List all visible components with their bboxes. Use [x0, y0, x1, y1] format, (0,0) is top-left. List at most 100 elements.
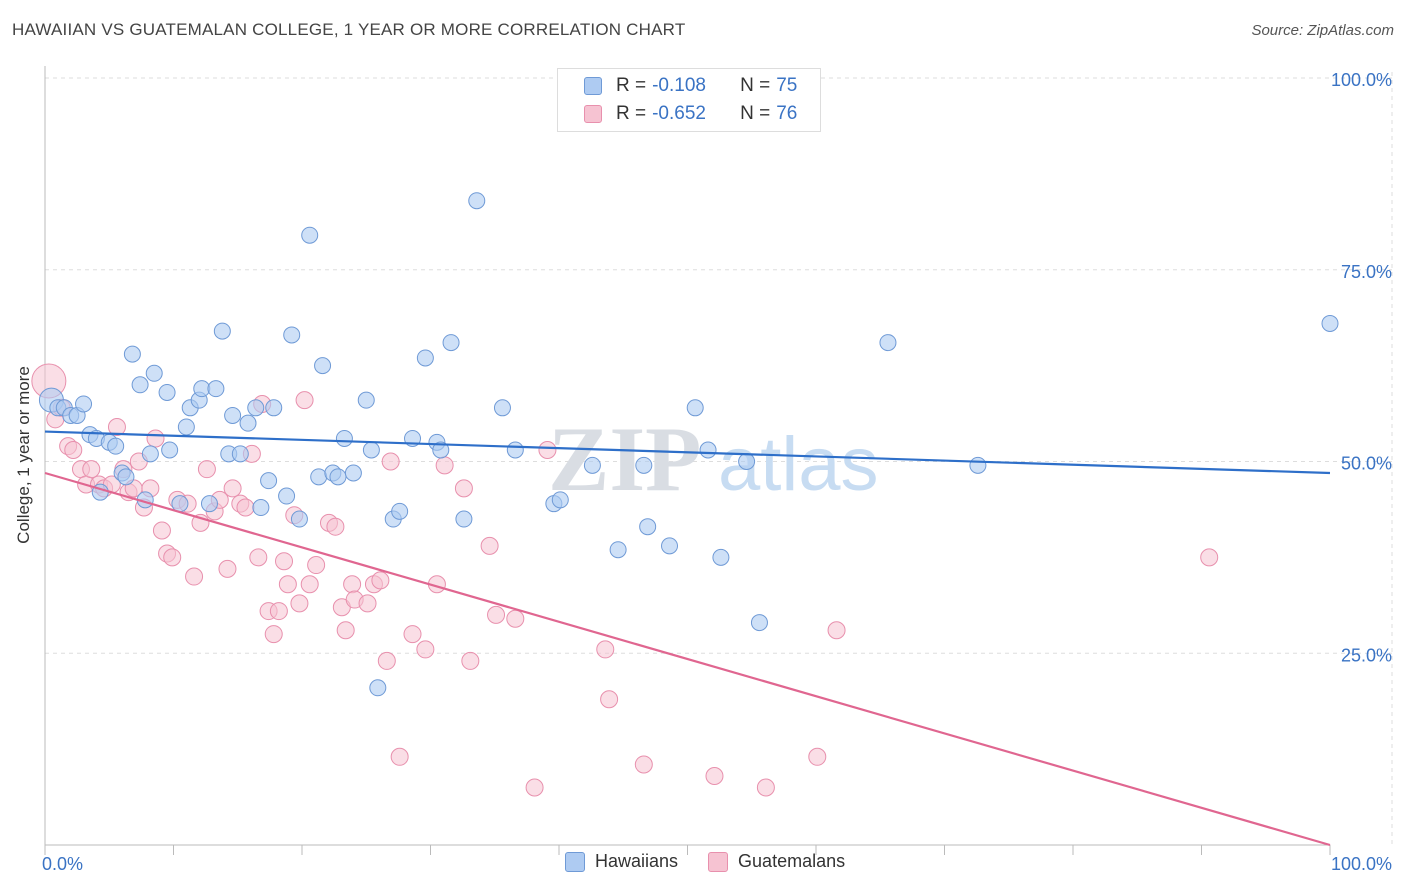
guatemalans-point — [326, 517, 345, 536]
chart-title: HAWAIIAN VS GUATEMALAN COLLEGE, 1 YEAR O… — [12, 20, 686, 39]
hawaiians-point — [141, 445, 159, 463]
hawaiians-point — [712, 548, 730, 566]
guatemalans-point — [461, 651, 480, 670]
legend-swatch-pink — [584, 105, 602, 123]
hawaiians-point — [416, 349, 434, 367]
x-tick-label-max: 100.0% — [1331, 854, 1392, 874]
series-legend: Hawaiians Guatemalans — [565, 851, 875, 872]
hawaiians-point — [265, 399, 283, 417]
hawaiians-point — [329, 468, 347, 486]
hawaiians-point — [310, 468, 328, 486]
hawaiians-point — [260, 472, 278, 490]
hawaiians-point — [177, 418, 195, 436]
guatemalans-point — [454, 479, 473, 498]
guatemalans-point — [275, 552, 294, 571]
guatemalans-point — [278, 575, 297, 594]
guatemalans-point — [487, 605, 506, 624]
hawaiians-point — [661, 537, 679, 555]
watermark-zip: ZIP — [548, 408, 701, 510]
legend-n-label: N = — [740, 103, 771, 124]
hawaiians-point — [455, 510, 473, 528]
hawaiians-point — [506, 441, 524, 459]
hawaiians-point — [247, 399, 265, 417]
guatemalans-point — [146, 429, 165, 448]
guatemalans-point — [371, 571, 390, 590]
guatemalans-point — [307, 556, 326, 575]
series-label-hawaiians: Hawaiians — [595, 851, 679, 871]
guatemalans-point — [343, 575, 362, 594]
hawaiians-point — [583, 456, 601, 474]
series-swatch-pink — [708, 851, 729, 872]
legend-row-guatemalans: R = -0.652 N = 76 — [584, 103, 797, 125]
hawaiians-point — [314, 357, 332, 375]
hawaiians-point — [193, 380, 211, 398]
series-swatch-blue — [565, 851, 585, 872]
hawaiians-point — [493, 399, 511, 417]
hawaiians-point — [75, 395, 93, 413]
guatemalans-point — [435, 456, 454, 475]
hawaiians-point — [123, 345, 141, 363]
hawaiians-point — [290, 510, 308, 528]
hawaiians-point — [107, 437, 125, 455]
hawaiians-point — [231, 445, 249, 463]
hawaiians-point — [239, 414, 257, 432]
hawaiians-point — [224, 406, 242, 424]
guatemalans-point — [538, 440, 557, 459]
legend-r-label: R = — [616, 103, 647, 124]
guatemalans-point — [381, 452, 400, 471]
guatemalans-point — [185, 567, 204, 586]
tick-labels: 25.0% 50.0% 75.0% 100.0% 0.0% 100.0% — [42, 70, 1392, 874]
guatemalans-point — [525, 778, 544, 797]
guatemalans-point — [295, 391, 314, 410]
y-tick-label: 75.0% — [1341, 262, 1392, 282]
guatemalans-point — [596, 640, 615, 659]
trend-lines — [44, 430, 1331, 847]
hawaiians-point — [969, 456, 987, 474]
legend-r-value: -0.108 — [652, 75, 706, 96]
guatemalans-trend-line — [44, 471, 1331, 847]
series-label-guatemalans: Guatemalans — [738, 851, 846, 871]
guatemalans-point — [1200, 548, 1219, 567]
hawaiians-point — [213, 322, 231, 340]
correlation-legend: R = -0.108 N = 75 R = -0.652 N = 76 — [557, 68, 821, 132]
series-legend-hawaiians: Hawaiians — [565, 851, 678, 872]
guatemalans-point — [249, 548, 268, 567]
hawaiians-point — [750, 614, 768, 632]
guatemalans-point — [390, 747, 409, 766]
guatemalans-point — [377, 651, 396, 670]
hawaiians-point — [171, 495, 189, 513]
hawaiians-point — [335, 429, 353, 447]
hawaiians-point — [283, 326, 301, 344]
guatemalans-point — [336, 621, 355, 640]
gridlines — [45, 72, 1393, 845]
hawaiians-points — [38, 192, 1339, 697]
guatemalans-point — [827, 621, 846, 640]
guatemalans-point — [236, 498, 255, 517]
guatemalans-point — [358, 594, 377, 613]
guatemalans-point — [600, 690, 619, 709]
guatemalans-point — [808, 747, 827, 766]
guatemalans-point — [163, 548, 182, 567]
hawaiians-point — [278, 487, 296, 505]
hawaiians-point — [344, 464, 362, 482]
guatemalans-point — [264, 625, 283, 644]
hawaiians-point — [609, 541, 627, 559]
guatemalans-point — [218, 559, 237, 578]
hawaiians-point — [442, 334, 460, 352]
guatemalans-point — [300, 575, 319, 594]
y-axis-label: College, 1 year or more — [14, 366, 33, 544]
guatemalans-point — [223, 479, 242, 498]
guatemalans-point — [64, 440, 83, 459]
guatemalans-point — [506, 609, 525, 628]
x-tick-label-min: 0.0% — [42, 854, 83, 874]
hawaiians-point — [145, 364, 163, 382]
legend-r-label: R = — [616, 75, 647, 96]
legend-swatch-blue — [584, 77, 602, 95]
guatemalans-point — [480, 536, 499, 555]
legend-row-hawaiians: R = -0.108 N = 75 — [584, 75, 797, 97]
guatemalans-point — [152, 521, 171, 540]
hawaiians-point — [635, 456, 653, 474]
hawaiians-point — [252, 499, 270, 517]
hawaiians-point — [357, 391, 375, 409]
hawaiians-trend-line — [44, 430, 1331, 475]
